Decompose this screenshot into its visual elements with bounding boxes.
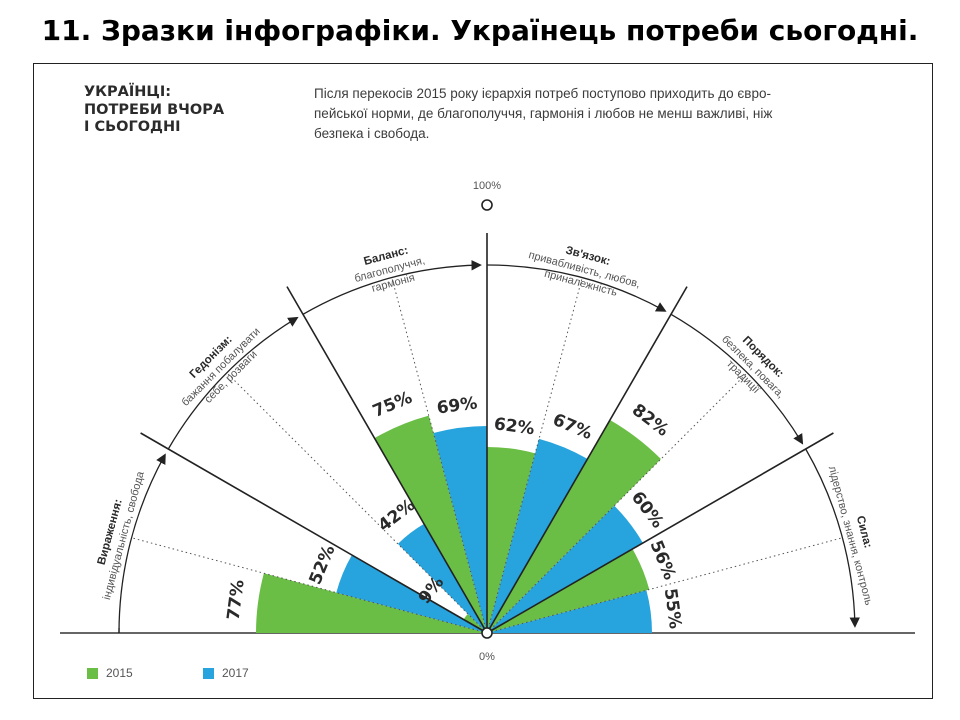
dotted-divider	[486, 372, 748, 634]
bar-wedge-2015	[487, 419, 661, 633]
dotted-divider	[226, 372, 488, 634]
chart-title-line: І СЬОГОДНІ	[84, 119, 181, 135]
sector-divider	[486, 286, 688, 634]
dotted-divider	[391, 277, 488, 634]
chart-subtitle: Після перекосів 2015 року ієрархія потре…	[314, 84, 914, 144]
max-marker	[481, 199, 493, 211]
data-label: 69%	[436, 393, 479, 418]
legend-swatch-2017	[203, 667, 214, 679]
data-label: 67%	[550, 410, 595, 444]
bar-wedge-2017	[433, 426, 487, 633]
axis-min-label: 0%	[479, 651, 495, 663]
dotted-divider	[486, 537, 843, 634]
bar-wedge-2015	[487, 447, 536, 633]
bar-wedge-2017	[487, 438, 588, 633]
guide-arc-segment	[670, 313, 804, 445]
data-label: 75%	[370, 388, 415, 422]
data-label: 55%	[660, 587, 685, 630]
axis-max-label: 100%	[473, 180, 501, 192]
legend-label-2015: 2015	[106, 666, 133, 680]
data-label: 82%	[628, 400, 672, 441]
sector-divider	[486, 432, 834, 634]
bar-wedge-2015	[487, 549, 650, 633]
bar-wedge-2015	[463, 613, 487, 633]
guide-arc-segment	[805, 448, 860, 628]
slide-title: 11. Зразки інфографіки. Українець потреб…	[41, 14, 919, 47]
guide-arc-segment	[118, 453, 166, 634]
legend-swatch-2015	[87, 667, 98, 679]
bar-wedge-2017	[397, 523, 487, 633]
guide-arc-segment	[302, 260, 482, 315]
subtitle-line: пейської норми, де благополуччя, гармоні…	[314, 106, 773, 121]
sector-divider	[286, 286, 488, 634]
infographic-frame: УКРАЇНЦІ: ПОТРЕБИ ВЧОРА І СЬОГОДНІ Після…	[33, 63, 933, 699]
sector-divider	[140, 432, 488, 634]
bar-wedge-2017	[336, 555, 487, 633]
guide-arc-segment	[167, 316, 299, 450]
legend-item-2015: 2015	[87, 666, 133, 680]
data-label: 52%	[306, 542, 340, 587]
bar-wedge-2015	[256, 573, 487, 633]
chart-title: УКРАЇНЦІ: ПОТРЕБИ ВЧОРА І СЬОГОДНІ	[84, 84, 254, 137]
data-label: 62%	[493, 414, 536, 439]
bar-wedge-2015	[374, 415, 487, 633]
guide-arc-segment	[486, 264, 667, 312]
dotted-divider	[486, 277, 583, 634]
data-label: 77%	[224, 578, 249, 621]
subtitle-line: Після перекосів 2015 року ієрархія потре…	[314, 86, 771, 101]
subtitle-line: безпека і свобода.	[314, 126, 430, 141]
origin-marker	[481, 627, 493, 639]
data-label: 60%	[627, 488, 668, 532]
dotted-divider	[131, 537, 488, 634]
chart-title-line: ПОТРЕБИ ВЧОРА	[84, 101, 225, 118]
legend-label-2017: 2017	[222, 666, 249, 680]
data-label: 56%	[646, 538, 680, 583]
bar-wedge-2017	[487, 505, 643, 633]
chart-title-line: УКРАЇНЦІ:	[84, 84, 172, 100]
bar-wedge-2017	[487, 590, 652, 633]
legend-item-2017: 2017	[203, 666, 249, 680]
